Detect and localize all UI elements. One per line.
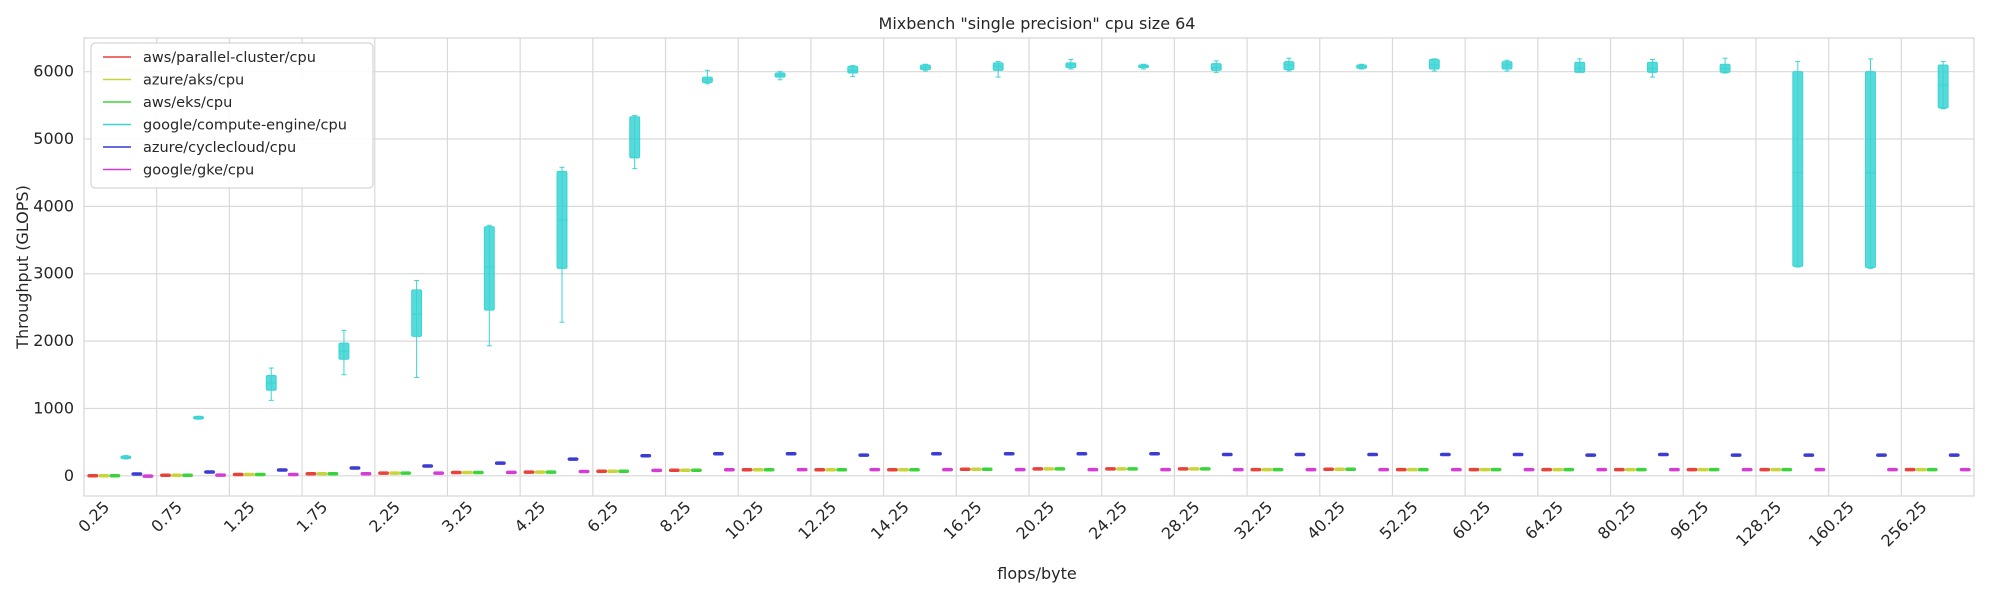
legend-label: azure/cyclecloud/cpu (143, 140, 296, 156)
legend-box (90, 42, 374, 189)
y-tick-label: 3000 (33, 264, 74, 283)
box (1428, 59, 1440, 70)
x-tick-label: 96.25 (1667, 497, 1713, 543)
box (1646, 61, 1658, 73)
x-tick-label: 16.25 (940, 497, 986, 543)
legend-label: aws/eks/cpu (143, 95, 232, 111)
x-tick-label: 1.75 (293, 497, 332, 536)
x-axis-title: flops/byte (997, 564, 1077, 583)
y-tick-label: 0 (64, 466, 74, 485)
chart-title: Mixbench "single precision" cpu size 64 (879, 14, 1196, 33)
series-aws-eks-cpu (109, 467, 1938, 478)
x-tick-label: 20.25 (1012, 497, 1058, 543)
box (1865, 71, 1876, 269)
x-tick-label: 6.25 (583, 497, 622, 536)
y-tick-label: 2000 (33, 331, 74, 350)
x-tick-label: 10.25 (722, 497, 768, 543)
x-tick-label: 8.25 (656, 497, 695, 536)
box (1574, 61, 1586, 73)
x-tick-label: 52.25 (1376, 497, 1422, 543)
x-tick-label: 24.25 (1085, 497, 1131, 543)
legend-label: google/gke/cpu (143, 163, 254, 179)
y-axis-title: Throughput (GLOPS) (13, 185, 32, 350)
legend-label: aws/parallel-cluster/cpu (143, 50, 316, 66)
x-tick-label: 12.25 (794, 497, 840, 543)
x-tick-label: 64.25 (1521, 497, 1567, 543)
x-tick-label: 4.25 (511, 497, 550, 536)
box (1210, 63, 1222, 71)
legend-label: google/compute-engine/cpu (143, 118, 347, 134)
y-tick-label: 4000 (33, 196, 74, 215)
legend-label: azure/aks/cpu (143, 73, 244, 89)
x-tick-label: 80.25 (1594, 497, 1640, 543)
x-tick-label: 1.25 (220, 497, 259, 536)
x-tick-label: 160.25 (1805, 497, 1858, 550)
x-tick-label: 28.25 (1158, 497, 1204, 543)
series-azure-cyclecloud-cpu (131, 451, 1960, 476)
x-tick-label: 0.75 (147, 497, 186, 536)
legend: aws/parallel-cluster/cpu azure/aks/cpu aws… (90, 42, 374, 189)
y-tick-label: 5000 (33, 129, 74, 148)
x-tick-label: 32.25 (1230, 497, 1276, 543)
series-google-compute-engine-cpu (120, 57, 1949, 460)
box (1283, 61, 1295, 71)
series-aws-parallel-cluster-cpu (87, 467, 1916, 478)
series-google-gke-cpu (142, 467, 1971, 478)
x-tick-label: 3.25 (438, 497, 477, 536)
x-tick-label: 2.25 (365, 497, 404, 536)
x-tick-label: 128.25 (1732, 497, 1785, 550)
series-azure-aks-cpu (98, 467, 1927, 478)
box (1937, 64, 1949, 109)
y-axis-ticks: 0 1000 2000 3000 4000 5000 6000 (33, 62, 74, 485)
y-tick-label: 6000 (33, 62, 74, 81)
x-tick-label: 40.25 (1303, 497, 1349, 543)
box (629, 116, 641, 159)
x-tick-label: 14.25 (867, 497, 913, 543)
box (1792, 71, 1804, 267)
y-tick-label: 1000 (33, 398, 74, 417)
x-tick-label: 256.25 (1877, 497, 1930, 550)
box-series-layer (87, 57, 1971, 478)
box (847, 65, 859, 74)
x-tick-label: 0.25 (75, 497, 114, 536)
x-axis-ticks: 0.25 0.75 1.25 1.75 2.25 3.25 4.25 6.25 8.25 10.2… (75, 497, 1931, 550)
x-tick-label: 60.25 (1448, 497, 1494, 543)
box (411, 289, 423, 337)
box (483, 226, 495, 311)
